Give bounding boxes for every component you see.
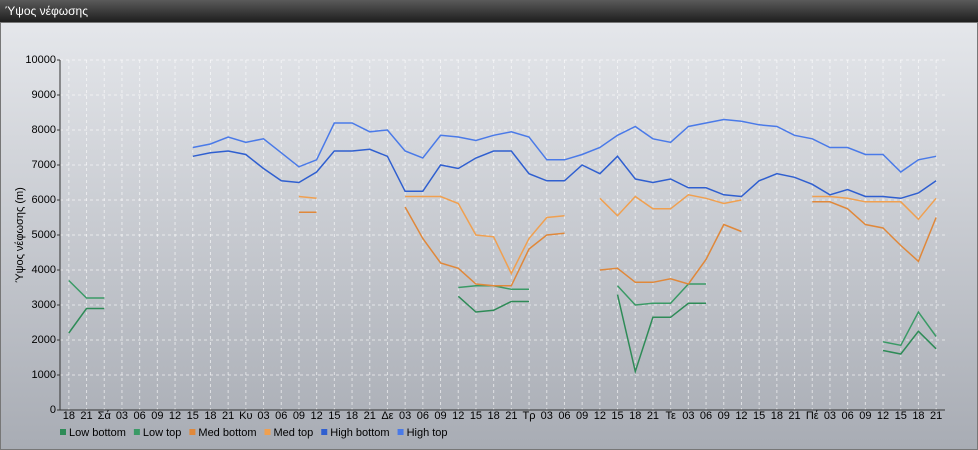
x-tick-label: 21 bbox=[222, 410, 234, 422]
x-tick-label: 18 bbox=[204, 410, 216, 422]
x-tick-label: 09 bbox=[859, 410, 871, 422]
x-tick-label: 21 bbox=[647, 410, 659, 422]
x-tick-label: 06 bbox=[842, 410, 854, 422]
x-tick-label: 18 bbox=[912, 410, 924, 422]
x-tick-label: 12 bbox=[311, 410, 323, 422]
legend-swatch bbox=[189, 429, 196, 435]
legend-label: Med top bbox=[274, 427, 314, 439]
y-tick-label: 0 bbox=[50, 404, 56, 416]
x-tick-label: 15 bbox=[895, 410, 907, 422]
y-tick-label: 6000 bbox=[32, 194, 56, 206]
x-tick-label: 06 bbox=[700, 410, 712, 422]
x-tick-label: 09 bbox=[293, 410, 305, 422]
x-tick-label: 15 bbox=[328, 410, 340, 422]
x-tick-label: 03 bbox=[257, 410, 269, 422]
y-tick-label: 10000 bbox=[25, 54, 56, 66]
x-tick-label: 12 bbox=[169, 410, 181, 422]
y-axis-title: Ύψος νέφωσης (m) bbox=[14, 187, 26, 283]
y-tick-label: 3000 bbox=[32, 299, 56, 311]
x-tick-label: 09 bbox=[434, 410, 446, 422]
legend-swatch bbox=[321, 429, 328, 435]
legend-swatch bbox=[133, 429, 140, 435]
series-line bbox=[298, 201, 937, 287]
x-tick-label: 12 bbox=[877, 410, 889, 422]
series-line bbox=[298, 193, 937, 276]
legend-swatch bbox=[264, 429, 271, 435]
x-tick-label: 18 bbox=[629, 410, 641, 422]
x-tick-label: 18 bbox=[488, 410, 500, 422]
x-tick-label: 15 bbox=[187, 410, 199, 422]
x-tick-label: Τε bbox=[665, 410, 676, 422]
x-tick-label: 03 bbox=[824, 410, 836, 422]
x-tick-label: 21 bbox=[930, 410, 942, 422]
y-tick-label: 1000 bbox=[32, 369, 56, 381]
x-tick-label: 06 bbox=[134, 410, 146, 422]
x-tick-label: 12 bbox=[594, 410, 606, 422]
x-tick-label: 18 bbox=[771, 410, 783, 422]
y-tick-label: 8000 bbox=[32, 124, 56, 136]
x-tick-label: 03 bbox=[541, 410, 553, 422]
y-tick-label: 4000 bbox=[32, 264, 56, 276]
x-tick-label: 12 bbox=[452, 410, 464, 422]
x-tick-label: 09 bbox=[718, 410, 730, 422]
x-tick-label: Τρ bbox=[523, 410, 536, 422]
x-tick-label: 15 bbox=[611, 410, 623, 422]
x-tick-label: Πέ bbox=[806, 410, 819, 422]
x-tick-label: 15 bbox=[753, 410, 765, 422]
legend-swatch bbox=[60, 429, 66, 435]
x-tick-label: 09 bbox=[151, 410, 163, 422]
window-title: Ύψος νέφωσης bbox=[5, 4, 88, 18]
series-line bbox=[192, 118, 937, 173]
legend-label: High bottom bbox=[330, 427, 389, 439]
legend-label: Low top bbox=[143, 427, 182, 439]
series-line bbox=[192, 148, 937, 200]
x-tick-label: 18 bbox=[346, 410, 358, 422]
x-tick-label: 18 bbox=[63, 410, 75, 422]
x-tick-label: 03 bbox=[116, 410, 128, 422]
x-tick-label: 21 bbox=[788, 410, 800, 422]
grid bbox=[60, 59, 945, 411]
plot bbox=[68, 118, 937, 375]
x-tick-label: 15 bbox=[470, 410, 482, 422]
legend-label: Med bottom bbox=[198, 427, 256, 439]
y-tick-label: 7000 bbox=[32, 159, 56, 171]
x-tick-label: 21 bbox=[364, 410, 376, 422]
x-tick-label: 09 bbox=[576, 410, 588, 422]
x-tick-label: Δε bbox=[381, 410, 393, 422]
x-tick-label: 03 bbox=[399, 410, 411, 422]
x-tick-label: 12 bbox=[735, 410, 747, 422]
x-tick-label: 06 bbox=[417, 410, 429, 422]
y-tick-label: 5000 bbox=[32, 229, 56, 241]
x-tick-label: 06 bbox=[558, 410, 570, 422]
title-bar bbox=[0, 0, 978, 22]
series-line bbox=[68, 294, 937, 375]
y-tick-label: 9000 bbox=[32, 89, 56, 101]
legend-label: High top bbox=[407, 427, 448, 439]
x-tick-label: 03 bbox=[682, 410, 694, 422]
x-tick-label: 21 bbox=[505, 410, 517, 422]
legend-swatch bbox=[397, 429, 404, 435]
x-tick-label: Σά bbox=[98, 410, 112, 422]
x-tick-label: 21 bbox=[80, 410, 92, 422]
x-tick-label: 06 bbox=[275, 410, 287, 422]
x-tick-label: Κυ bbox=[239, 410, 252, 422]
legend-label: Low bottom bbox=[69, 427, 126, 439]
y-tick-label: 2000 bbox=[32, 334, 56, 346]
